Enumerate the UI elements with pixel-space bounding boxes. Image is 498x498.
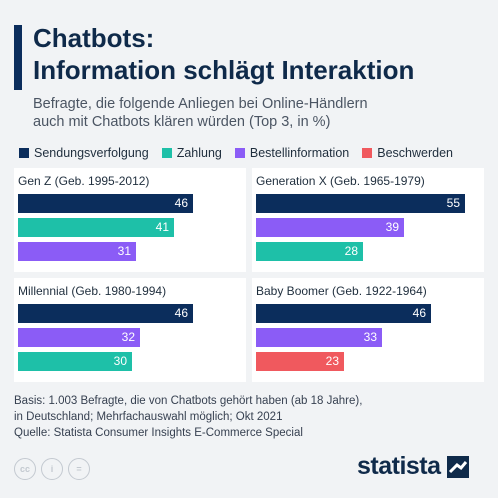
bar-value-label: 32: [121, 330, 135, 344]
legend-swatch: [161, 148, 172, 158]
bar: 46: [256, 304, 431, 323]
footer-notes: Basis: 1.003 Befragte, die von Chatbots …: [14, 393, 484, 441]
bar-row: 41: [18, 218, 174, 237]
subtitle-line-2: auch mit Chatbots klären würden (Top 3, …: [33, 114, 331, 130]
no-derivatives-icon[interactable]: =: [68, 458, 90, 480]
subtitle-line-1: Befragte, die folgende Anliegen bei Onli…: [33, 96, 368, 112]
bar-row: 28: [256, 242, 363, 261]
title-line-2: Information schlägt Interaktion: [33, 55, 415, 85]
bar: 31: [18, 242, 136, 261]
bar: 46: [18, 194, 193, 213]
bar-value-label: 39: [385, 220, 399, 234]
bar: 32: [18, 328, 140, 347]
bar-row: 39: [256, 218, 404, 237]
legend-label: Zahlung: [176, 146, 222, 160]
legend-item: Sendungsverfolgung: [19, 146, 149, 160]
footer-source: Quelle: Statista Consumer Insights E-Com…: [14, 427, 303, 439]
attribution-icon[interactable]: i: [41, 458, 63, 480]
legend-item: Bestellinformation: [234, 146, 350, 160]
title-line-1: Chatbots:: [33, 23, 155, 53]
footer-basis-line-2: in Deutschland; Mehrfachauswahl möglich;…: [14, 411, 283, 423]
bar-row: 46: [256, 304, 431, 323]
bar-value-label: 46: [412, 306, 426, 320]
footer-basis-line-1: Basis: 1.003 Befragte, die von Chatbots …: [14, 395, 363, 407]
legend-swatch: [362, 148, 373, 158]
panel-title: Gen Z (Geb. 1995-2012): [18, 174, 150, 188]
bar: 28: [256, 242, 363, 261]
bar-value-label: 46: [174, 306, 188, 320]
bar: 33: [256, 328, 382, 347]
bar-value-label: 23: [325, 354, 339, 368]
bar-value-label: 41: [155, 220, 169, 234]
bar-row: 31: [18, 242, 136, 261]
bar-row: 46: [18, 304, 193, 323]
license-icons: cc i =: [14, 458, 95, 480]
bar: 30: [18, 352, 132, 371]
bar-row: 33: [256, 328, 382, 347]
chart-panel: Baby Boomer (Geb. 1922-1964) 46 33 23: [252, 278, 484, 382]
panel-title: Baby Boomer (Geb. 1922-1964): [256, 284, 427, 298]
statista-mark-icon: [446, 455, 469, 478]
title-accent-bar: [14, 25, 22, 90]
panel-title: Millennial (Geb. 1980-1994): [18, 284, 167, 298]
bar-value-label: 30: [113, 354, 127, 368]
bar-value-label: 31: [117, 244, 131, 258]
panel-title: Generation X (Geb. 1965-1979): [256, 174, 425, 188]
creative-commons-icon[interactable]: cc: [14, 458, 36, 480]
legend-item: Beschwerden: [362, 146, 453, 160]
legend-label: Beschwerden: [377, 146, 453, 160]
bar-row: 32: [18, 328, 140, 347]
legend-label: Bestellinformation: [249, 146, 350, 160]
bar-value-label: 28: [344, 244, 358, 258]
bar: 39: [256, 218, 404, 237]
chart-panel: Millennial (Geb. 1980-1994) 46 32 30: [14, 278, 246, 382]
bar-value-label: 55: [446, 196, 460, 210]
bar-row: 30: [18, 352, 132, 371]
legend-swatch: [19, 148, 29, 158]
bar-row: 23: [256, 352, 344, 371]
bar: 41: [18, 218, 174, 237]
legend-label: Sendungsverfolgung: [34, 146, 149, 160]
legend: Sendungsverfolgung Zahlung Bestellinform…: [19, 146, 466, 160]
chart-title: Chatbots: Information schlägt Interaktio…: [33, 22, 414, 86]
bar-value-label: 33: [363, 330, 377, 344]
logo-text: statista: [357, 452, 441, 480]
bar-value-label: 46: [174, 196, 188, 210]
bar: 46: [18, 304, 193, 323]
chart-subtitle: Befragte, die folgende Anliegen bei Onli…: [33, 95, 473, 131]
bar: 23: [256, 352, 344, 371]
bar-row: 55: [256, 194, 465, 213]
bar: 55: [256, 194, 465, 213]
chart-panel: Generation X (Geb. 1965-1979) 55 39 28: [252, 168, 484, 272]
legend-item: Zahlung: [161, 146, 222, 160]
legend-swatch: [234, 148, 245, 158]
chart-panel: Gen Z (Geb. 1995-2012) 46 41 31: [14, 168, 246, 272]
statista-logo[interactable]: statista: [357, 452, 469, 481]
bar-row: 46: [18, 194, 193, 213]
